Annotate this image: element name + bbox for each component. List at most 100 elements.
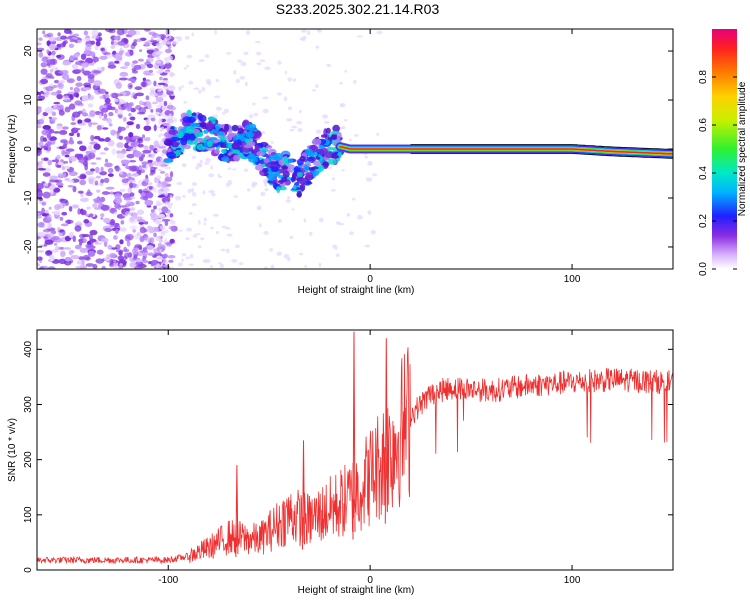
spectrogram-faint-cell [200,237,205,241]
spectrogram-ridge-cell [172,142,178,148]
spectrogram-noise-cell [128,132,134,138]
spectrogram-faint-cell [192,234,198,238]
spectrogram-faint-cell [191,155,197,159]
spectrogram-noise-cell [37,191,44,197]
spectrogram-faint-cell [354,133,359,137]
spectrogram-faint-cell [269,247,273,252]
spectrogram-noise-cell [92,203,98,209]
spectrogram-faint-cell [346,212,351,217]
spectrogram-ridge-cell [248,156,259,163]
spectrogram-noise-cell [169,213,174,218]
spectrogram-faint-cell [191,182,197,187]
spectrogram-faint-cell [157,88,162,93]
spectrogram-noise-cell [120,149,127,155]
spectrogram-noise-cell [43,33,52,38]
spectrogram-noise-cell [140,81,148,88]
snr-y-tick-label: 200 [23,451,34,468]
spectrogram-faint-cell [326,63,332,68]
spectrogram-noise-cell [86,206,91,210]
spectrogram-faint-cell [169,266,174,269]
spectrogram-noise-cell [37,107,42,114]
spectrogram-noise-cell [123,136,132,141]
spectrogram-noise-cell [47,159,52,166]
snr-y-axis-label: SNR (10 * v/v) [7,418,18,482]
spectrogram-noise-cell [73,57,79,61]
spectrogram-noise-cell [41,202,47,206]
spectrogram-ridge-cell [182,116,192,123]
spectrogram-noise-cell [57,174,65,179]
spectrogram-faint-cell [367,210,372,215]
spectrogram-ridge-cell [219,153,224,159]
spectrogram-noise-cell [132,60,139,64]
spectrogram-noise-cell [62,143,68,149]
spectrogram-noise-cell [155,202,162,207]
spectrogram-faint-cell [212,114,219,118]
spectrogram-noise-cell [164,63,171,68]
spectrogram-faint-cell [156,146,160,152]
spectrogram-faint-cell [164,166,171,170]
spectrogram-noise-cell [131,248,139,255]
spectrogram-noise-cell [104,162,113,168]
spectrogram-noise-cell [82,160,89,167]
spectrogram-faint-cell [155,50,162,55]
spectrogram-noise-cell [62,40,66,48]
spectrogram-ridge-cell [175,149,181,156]
spectrogram-faint-cell [191,187,195,193]
spectrogram-ridge-cell [233,134,239,141]
spectrogram-faint-cell [208,189,215,194]
spectrogram-ridge-cell [243,144,253,149]
spectrogram-faint-cell [364,244,371,248]
spectrogram-ridge-cell [278,186,287,191]
spectrogram-faint-cell [238,262,244,266]
spectrogram-noise-cell [44,226,52,230]
spectrogram-noise-cell [90,149,97,153]
spectrogram-noise-cell [124,61,131,67]
spectrogram-noise-cell [134,86,143,91]
spectrogram-faint-cell [162,260,169,265]
spectrogram-noise-cell [105,91,109,95]
spectrogram-noise-cell [61,211,68,216]
spectrogram-noise-cell [100,204,110,211]
spectrogram-ridge-cell [318,164,325,172]
spectrogram-noise-cell [129,49,134,56]
snr-y-tick-label: 0 [23,567,34,573]
spectrogram-faint-cell [163,70,170,74]
spectrogram-noise-cell [144,41,149,46]
spectrogram-ridge-cell [208,117,218,121]
spectrogram-noise-cell [48,116,52,120]
spectrogram-noise-cell [136,231,142,237]
spectrogram-noise-cell [69,55,75,62]
spectrogram-faint-cell [166,214,171,218]
spectrogram-faint-cell [245,30,251,35]
spectrogram-noise-cell [131,173,139,177]
spectrogram-faint-cell [348,231,354,236]
colorbar-gradient [712,29,737,269]
spectrogram-faint-cell [159,128,163,133]
spectrogram-faint-cell [164,201,169,206]
spectrogram-noise-cell [146,63,154,69]
spectrogram-faint-cell [188,212,193,215]
spectrogram-noise-cell [144,236,152,243]
spectrogram-noise-cell [103,217,111,224]
spectrogram-noise-cell [136,38,142,43]
spectrogram-faint-cell [239,76,246,80]
spectrogram-faint-cell [177,262,184,267]
spectrogram-noise-cell [143,125,152,132]
spectrogram-noise-cell [87,103,94,108]
spectrogram-noise-cell [92,264,98,269]
spectrogram-faint-cell [156,44,163,50]
spectrogram-noise-cell [81,62,86,69]
spectrogram-faint-cell [260,191,266,197]
spectrogram-ridge-cell [282,170,290,178]
spectrogram-faint-cell [210,264,213,269]
spectrogram-faint-cell [339,103,346,108]
spectrogram-noise-cell [53,101,61,105]
spectrogram-ridge-cell [237,127,244,135]
spectrogram-noise-cell [73,87,80,94]
spectrogram-y-tick-label: -10 [23,190,34,205]
spectrogram-ridge-cell [306,156,314,162]
spectrogram-ridge-cell [185,125,195,134]
spectrogram-noise-cell [37,91,41,96]
spectrogram-faint-cell [157,189,162,194]
